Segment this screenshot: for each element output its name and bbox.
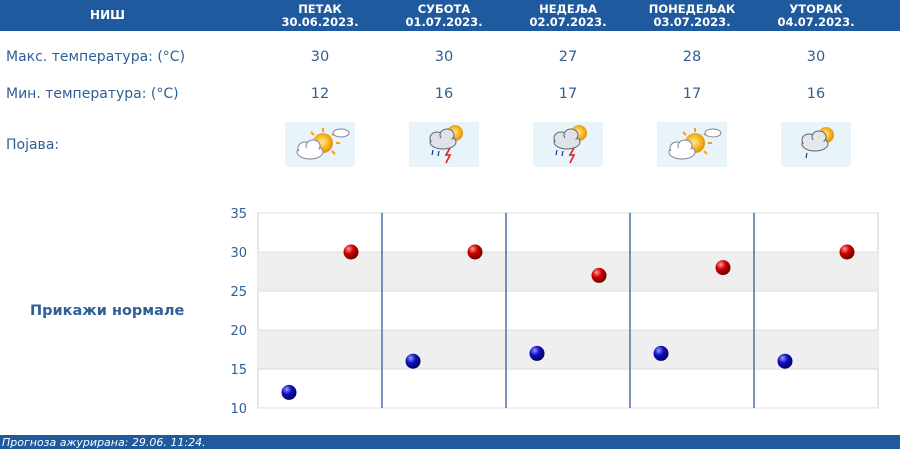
day-column-header: УТОРАК 04.07.2023. — [754, 3, 878, 34]
forecast-updated-text: Прогноза ажурирана: 29.06. 11:24. — [2, 436, 206, 449]
plot-area — [257, 212, 879, 409]
day-column-header: НЕДЕЉА 02.07.2023. — [506, 3, 630, 34]
max-temp-label: Макс. температура: (°C) — [6, 49, 186, 65]
city-name: НИШ — [90, 8, 125, 22]
grid-band — [258, 252, 878, 291]
min-temp-marker — [281, 384, 297, 400]
day-name: НЕДЕЉА — [539, 2, 597, 16]
max-temp-marker — [343, 244, 359, 260]
min-temp-marker — [777, 353, 793, 369]
thunderstorm-rain-icon — [409, 122, 479, 167]
phenomenon-label: Појава: — [6, 137, 60, 153]
thunderstorm-rain-icon — [533, 122, 603, 167]
min-temp-value: 17 — [682, 86, 702, 102]
footer-bar: Прогноза ажурирана: 29.06. 11:24. — [0, 435, 900, 449]
y-tick-label: 10 — [230, 402, 247, 417]
min-temp-marker — [405, 353, 421, 369]
max-temp-marker — [715, 260, 731, 276]
day-date: 04.07.2023. — [777, 15, 855, 29]
min-temp-value: 12 — [310, 86, 330, 102]
cloudy-sun-rain-icon — [781, 122, 851, 167]
day-column-header: ПОНЕДЕЉАК 03.07.2023. — [630, 3, 754, 34]
min-temp-value: 16 — [806, 86, 826, 102]
min-temp-value: 17 — [558, 86, 578, 102]
y-tick-label: 25 — [230, 285, 247, 300]
min-temp-marker — [653, 345, 669, 361]
min-temp-marker — [529, 345, 545, 361]
day-column-header: СУБОТА 01.07.2023. — [382, 3, 506, 34]
day-date: 02.07.2023. — [529, 15, 607, 29]
show-normals-link[interactable]: Прикажи нормале — [30, 303, 185, 319]
max-temp-marker — [591, 267, 607, 283]
min-temp-value: 16 — [434, 86, 454, 102]
max-temp-value: 30 — [806, 49, 826, 65]
day-name: ПОНЕДЕЉАК — [648, 2, 736, 16]
forecast-header: НИШ ПЕТАК 30.06.2023. СУБОТА 01.07.2023.… — [0, 0, 900, 31]
max-temp-marker — [839, 244, 855, 260]
temperature-chart: 35 30 25 20 15 10 — [230, 207, 879, 417]
y-tick-label: 30 — [230, 246, 247, 261]
min-temp-label: Мин. температура: (°C) — [6, 86, 179, 102]
day-name: СУБОТА — [417, 2, 471, 16]
grid-band — [258, 330, 878, 369]
max-temp-marker — [467, 244, 483, 260]
day-date: 30.06.2023. — [281, 15, 359, 29]
day-date: 01.07.2023. — [405, 15, 483, 29]
partly-cloudy-sun-icon — [285, 122, 355, 167]
day-name: ПЕТАК — [298, 2, 342, 16]
day-name: УТОРАК — [789, 2, 843, 16]
partly-cloudy-sun-icon — [657, 122, 727, 167]
y-tick-label: 35 — [230, 207, 247, 222]
y-tick-label: 20 — [230, 324, 247, 339]
max-temp-value: 30 — [310, 49, 330, 65]
day-column-header: ПЕТАК 30.06.2023. — [258, 3, 382, 34]
day-date: 03.07.2023. — [653, 15, 731, 29]
y-tick-label: 15 — [230, 363, 247, 378]
max-temp-value: 30 — [434, 49, 454, 65]
max-temp-value: 28 — [682, 49, 702, 65]
max-temp-value: 27 — [558, 49, 578, 65]
